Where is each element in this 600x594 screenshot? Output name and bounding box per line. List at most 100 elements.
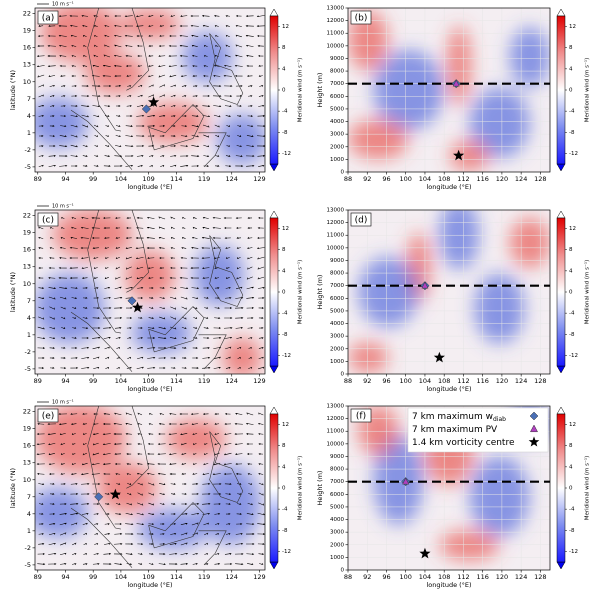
coast-segment: [209, 33, 244, 105]
colorbar-label: Meridional wind (m s⁻¹): [297, 58, 304, 123]
x-tick-label: 100: [400, 573, 412, 581]
panel-label: (f): [356, 412, 366, 422]
marker-triangle: [402, 477, 410, 485]
colorbar-tick-label: 12: [282, 226, 289, 232]
colorbar-tick-label: -4: [282, 311, 288, 317]
x-tick-label: 88: [344, 573, 352, 581]
y-tick-label: 16: [23, 246, 31, 254]
colorbar-tick-label: -4: [569, 109, 575, 115]
y-tick-label: 19: [23, 229, 31, 237]
y-tick-label: 4: [27, 510, 31, 518]
field-blob: [509, 217, 550, 268]
field-blob: [447, 25, 472, 106]
x-tick-label: 88: [344, 377, 352, 385]
reference-vector-label: 10 m s⁻¹: [52, 204, 74, 210]
y-tick-label: 12000: [327, 18, 345, 24]
y-tick-label: 13: [23, 459, 31, 467]
coast-segment: [126, 8, 149, 91]
y-tick-label: 8000: [330, 271, 344, 277]
x-tick-label: 124: [515, 573, 527, 581]
colorbar-tick-label: -4: [569, 507, 575, 513]
y-tick-label: -2: [25, 348, 31, 356]
y-tick-label: 16: [23, 442, 31, 450]
coast-segment: [70, 311, 133, 372]
colorbar-extend-top: [269, 8, 279, 17]
colorbar-tick-label: 12: [569, 226, 576, 232]
field-blob: [449, 140, 490, 171]
panel: 88 92 96 100 104 108 112 116 120 124 1280100020003…: [316, 6, 591, 192]
x-tick-label: 104: [419, 573, 431, 581]
colorbar-extend-bottom: [269, 365, 279, 374]
y-tick-label: 13000: [327, 404, 345, 410]
x-tick-label: 96: [382, 573, 390, 581]
coastline: [70, 8, 244, 170]
x-tick-label: 114: [170, 377, 182, 385]
field-blob: [166, 418, 226, 459]
colorbar: [269, 15, 279, 165]
colorbar-tick-label: 8: [569, 247, 573, 253]
x-tick-label: 94: [61, 377, 69, 385]
colorbar-tick-label: 12: [282, 24, 289, 30]
y-tick-label: 10000: [327, 245, 345, 251]
colorbar-tick-label: 8: [282, 247, 286, 253]
x-tick-label: 92: [363, 573, 371, 581]
y-tick-label: 3000: [330, 334, 344, 340]
legend-text: 1.4 km vorticity centre: [412, 438, 515, 448]
x-tick-label: 104: [419, 377, 431, 385]
x-tick-label: 112: [457, 377, 469, 385]
colorbar-tick-label: 8: [569, 443, 573, 449]
legend-box: [407, 407, 549, 453]
field-blob: [439, 210, 480, 270]
colorbar-tick-label: -8: [282, 130, 288, 136]
plot-frame: [34, 7, 266, 173]
y-tick-label: 2000: [330, 144, 344, 150]
legend-label: 7 km maximum wdiab: [412, 412, 506, 423]
legend-label: 1.4 km vorticity centre: [412, 438, 515, 448]
x-axis-label: longitude (°E): [127, 385, 172, 393]
x-tick-label: 128: [534, 377, 546, 385]
colorbar-label: Meridional wind (m s⁻¹): [584, 456, 591, 521]
y-tick-label: 9000: [330, 56, 344, 62]
field-blob: [85, 53, 146, 94]
y-tick-label: -5: [25, 561, 31, 569]
panel-label-box: [350, 408, 372, 423]
x-tick-label: 112: [457, 175, 469, 183]
x-tick-label: 96: [382, 175, 390, 183]
field-blob: [469, 87, 530, 158]
colorbar-tick-label: 4: [282, 66, 286, 72]
x-tick-label: 114: [170, 175, 182, 183]
colorbar-extend-top: [269, 210, 279, 219]
panel-label-box: [37, 10, 59, 25]
coast-segment: [209, 431, 244, 503]
marker-star: [433, 351, 445, 363]
field-blob: [131, 313, 192, 353]
y-tick-label: 1: [27, 331, 31, 339]
wind-vectors: [37, 216, 265, 370]
field-blob: [35, 97, 88, 148]
x-tick-label: 104: [115, 377, 127, 385]
y-tick-label: 4000: [330, 119, 344, 125]
y-tick-label: 7000: [330, 479, 344, 485]
colorbar-tick-label: 12: [282, 422, 289, 428]
y-tick-label: 8000: [330, 467, 344, 473]
legend: 7 km maximum wdiab 7 km maximum PV 1.4 km …: [407, 407, 549, 453]
y-axis-label: latitude (°N): [9, 468, 17, 508]
y-tick-label: 12000: [327, 220, 345, 226]
y-tick-label: 9000: [330, 258, 344, 264]
marker-star: [131, 301, 144, 313]
colorbar-tick-label: 4: [282, 464, 286, 470]
y-tick-label: 1: [27, 527, 31, 535]
field-blob: [182, 32, 233, 83]
field-blob: [469, 456, 530, 537]
legend-text: 7 km maximum PV: [412, 425, 498, 435]
wind-vectors: [36, 14, 265, 168]
x-tick-label: 109: [142, 175, 154, 183]
y-tick-label: 4: [27, 314, 31, 322]
x-tick-label: 100: [400, 175, 412, 183]
field-blob: [41, 8, 121, 63]
colorbar-tick-label: 0: [282, 88, 286, 94]
y-tick-label: 2000: [330, 346, 344, 352]
y-tick-label: 7: [27, 493, 31, 501]
coast-segment: [148, 306, 205, 353]
field: [35, 8, 265, 172]
